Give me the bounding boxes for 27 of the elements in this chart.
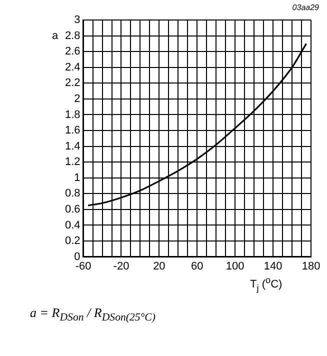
y-tick-label: 0.4	[64, 219, 80, 232]
y-tick-label: 1.8	[64, 108, 80, 121]
y-axis-title: a	[52, 30, 58, 42]
x-tick-label: -20	[113, 260, 130, 272]
y-tick-label: 1.2	[64, 156, 80, 168]
y-tick-label: 0	[74, 250, 80, 263]
y-tick-label: 2.4	[64, 61, 80, 74]
y-tick-label: 1.6	[64, 124, 80, 137]
y-tick-label: 1.4	[64, 140, 80, 152]
x-tick-label: 180	[302, 260, 320, 272]
y-tick-label: 3	[74, 14, 80, 26]
x-axis-title: T$_{j}$ ($^{o}$C)	[250, 275, 282, 293]
text: a = R$_{DSon}$ / R$_{DSon(25°C)}$	[30, 305, 156, 324]
y-tick-label: 2.2	[64, 77, 80, 90]
y-tick-label: 2.6	[64, 46, 80, 58]
y-tick-label: 2.8	[64, 30, 80, 42]
y-tick-label: 0.2	[64, 235, 80, 248]
y-tick-label: 1	[74, 172, 80, 184]
x-tick-label: 20	[153, 260, 166, 272]
x-tick-label: -60	[75, 260, 92, 272]
x-tick-label: 100	[226, 260, 244, 272]
text: 03aa29	[292, 3, 319, 12]
x-tick-label: 60	[191, 260, 204, 272]
y-tick-label: 2	[74, 92, 80, 105]
y-tick-label: 0.8	[64, 188, 80, 200]
x-tick-label: 140	[264, 260, 282, 272]
y-tick-label: 0.6	[64, 203, 80, 216]
